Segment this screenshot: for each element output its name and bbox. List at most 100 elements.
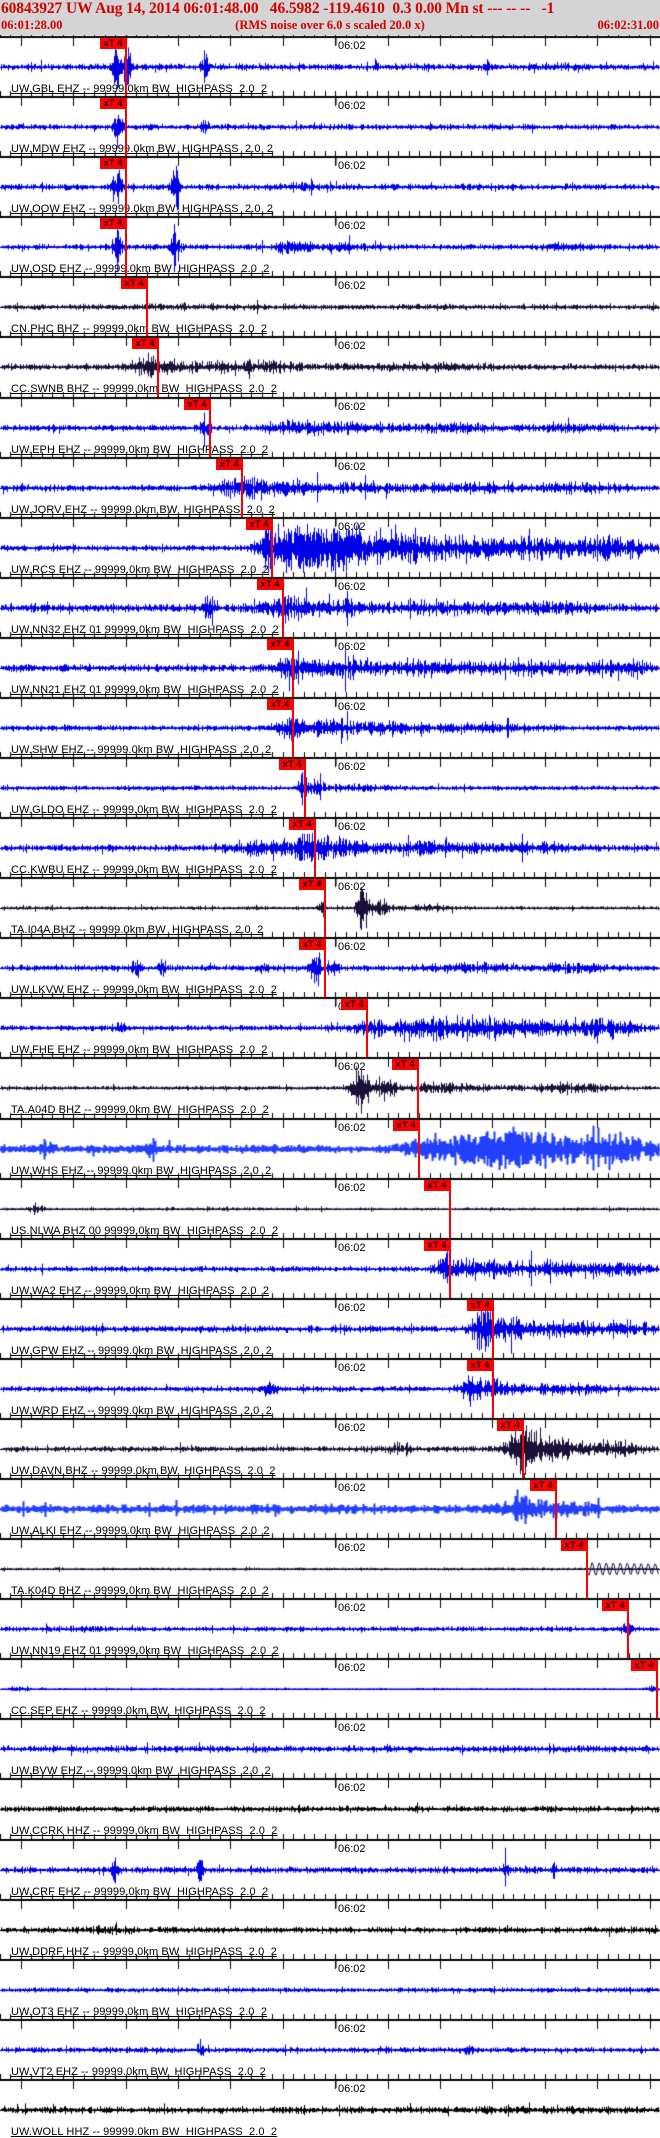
station-label: UW.DDRF HHZ -- 99999.0km BW HIGHPASS 2.0…: [11, 1946, 277, 1958]
pick-marker[interactable]: xT 4: [561, 1540, 587, 1551]
minute-tick-label: 06:02: [338, 1422, 366, 1434]
minute-tick-label: 06:02: [338, 881, 366, 893]
pick-marker[interactable]: xT 4: [341, 999, 367, 1010]
pick-marker[interactable]: xT 4: [299, 879, 325, 890]
pick-marker[interactable]: xT 4: [279, 759, 305, 770]
minute-tick-label: 06:02: [338, 1782, 366, 1794]
pick-line: [292, 639, 294, 697]
pick-line: [324, 879, 326, 937]
minute-tick-label: 06:02: [338, 941, 366, 953]
pick-marker[interactable]: xT 4: [184, 399, 210, 410]
pick-marker[interactable]: xT 4: [392, 1059, 418, 1070]
minute-tick-label: 06:02: [338, 340, 366, 352]
minute-tick-label: 06:02: [338, 1362, 366, 1374]
station-label: UW.JORV EHZ -- 99999.0km BW HIGHPASS 2.0…: [11, 504, 275, 516]
station-label: CC.SEP EHZ -- 99999.0km BW HIGHPASS 2.0 …: [11, 1705, 266, 1717]
pick-marker[interactable]: xT 4: [393, 1120, 419, 1131]
pick-line: [282, 579, 284, 637]
pick-marker[interactable]: xT 4: [132, 338, 158, 349]
pick-marker[interactable]: xT 4: [530, 1480, 556, 1491]
pick-line: [656, 1660, 658, 1718]
pick-marker[interactable]: xT 4: [246, 519, 272, 530]
minute-tick-label: 06:02: [338, 1482, 366, 1494]
station-label: UW.GLDO EHZ -- 99999.0km BW HIGHPASS 2.0…: [11, 804, 277, 816]
pick-line: [157, 338, 159, 397]
pick-marker[interactable]: xT 4: [631, 1660, 657, 1671]
minute-tick-label: 06:02: [338, 821, 366, 833]
station-label: UW.WRD EHZ -- 99999.0km BW HIGHPASS 2.0 …: [11, 1405, 272, 1417]
event-summary-line: 60843927 UW Aug 14, 2014 06:01:48.00 46.…: [1, 0, 555, 17]
minute-tick-label: 06:02: [338, 220, 366, 232]
station-label: UW.OT3 EHZ -- 99999.0km BW HIGHPASS 2.0 …: [11, 2006, 268, 2018]
minute-tick-label: 06:02: [338, 1963, 366, 1975]
pick-line: [125, 98, 127, 156]
pick-line: [627, 1600, 629, 1658]
station-label: UW.SHW EHZ -- 99999.0km BW HIGHPASS 2.0 …: [11, 744, 272, 756]
minute-tick-label: 06:02: [338, 1843, 366, 1855]
pick-line: [209, 399, 211, 457]
station-label: UW.OOW EHZ -- 99999.0km BW HIGHPASS 2.0 …: [11, 203, 274, 215]
station-label: UW.CRF EHZ -- 99999.0km BW HIGHPASS 2.0 …: [11, 1886, 269, 1898]
pick-marker[interactable]: xT 4: [467, 1360, 493, 1371]
pick-line: [492, 1360, 494, 1418]
minute-tick-label: 06:02: [338, 2023, 366, 2035]
pick-marker[interactable]: xT 4: [467, 1300, 493, 1311]
minute-tick-label: 06:02: [338, 1662, 366, 1674]
minute-tick-label: 06:02: [338, 1122, 366, 1134]
minute-tick-label: 06:02: [338, 1542, 366, 1554]
minute-tick-label: 06:02: [338, 160, 366, 172]
pick-marker[interactable]: xT 4: [100, 218, 126, 229]
station-label: TA.A04D BHZ -- 99999.0km BW HIGHPASS 2.0…: [11, 1104, 269, 1116]
minute-tick-label: 06:02: [338, 2083, 366, 2095]
pick-marker[interactable]: xT 4: [267, 639, 293, 650]
pick-line: [522, 1420, 524, 1478]
minute-tick-label: 06:02: [338, 1722, 366, 1734]
pick-line: [241, 459, 243, 517]
pick-line: [492, 1300, 494, 1358]
pick-line: [125, 218, 127, 276]
station-label: TA.K04D BHZ -- 99999.0km BW HIGHPASS 2.0…: [11, 1585, 269, 1597]
minute-tick-label: 06:02: [338, 1242, 366, 1254]
station-label: UW.EPH EHZ -- 99999.0km BW HIGHPASS 2.0 …: [11, 444, 269, 456]
pick-line: [314, 819, 316, 877]
pick-line: [449, 1180, 451, 1238]
minute-tick-label: 06:02: [338, 701, 366, 713]
station-label: UW.WOLL HHZ -- 99999.0km BW HIGHPASS 2.0…: [11, 2126, 278, 2138]
station-label: UW.CCRK HHZ -- 99999.0km BW HIGHPASS 2.0…: [11, 1825, 278, 1837]
pick-marker[interactable]: xT 4: [267, 699, 293, 710]
station-label: UW.DAVN BHZ -- 99999.0km BW HIGHPASS 2.0…: [11, 1465, 276, 1477]
pick-marker[interactable]: xT 4: [497, 1420, 523, 1431]
minute-tick-label: 06:02: [338, 40, 366, 52]
pick-marker[interactable]: xT 4: [100, 158, 126, 169]
pick-marker[interactable]: xT 4: [424, 1180, 450, 1191]
pick-line: [418, 1120, 420, 1178]
minute-tick-label: 06:02: [338, 1602, 366, 1614]
event-header: 60843927 UW Aug 14, 2014 06:01:48.00 46.…: [0, 0, 660, 35]
pick-line: [586, 1540, 588, 1598]
pick-marker[interactable]: xT 4: [100, 98, 126, 109]
station-label: UW.WHS EHZ -- 99999.0km BW HIGHPASS 2.0 …: [11, 1165, 272, 1177]
minute-tick-label: 06:02: [338, 761, 366, 773]
pick-marker[interactable]: xT 4: [602, 1600, 628, 1611]
minute-tick-label: 06:02: [338, 1182, 366, 1194]
station-label: CC.KWBU EHZ -- 99999.0km BW HIGHPASS 2.0…: [11, 864, 277, 876]
station-label: CN.PHC BHZ -- 99999.0km BW HIGHPASS 2.0 …: [11, 323, 268, 335]
pick-marker[interactable]: xT 4: [424, 1240, 450, 1251]
station-label: UW.WA2 EHZ -- 99999.0km BW HIGHPASS 2.0 …: [11, 1285, 270, 1297]
pick-line: [292, 699, 294, 757]
pick-line: [146, 278, 148, 336]
minute-tick-label: 06:02: [338, 100, 366, 112]
pick-marker[interactable]: xT 4: [100, 38, 126, 49]
pick-line: [125, 38, 127, 96]
pick-line: [125, 158, 127, 216]
pick-marker[interactable]: xT 4: [289, 819, 315, 830]
pick-line: [324, 939, 326, 997]
pick-marker[interactable]: xT 4: [299, 939, 325, 950]
pick-marker[interactable]: xT 4: [121, 278, 147, 289]
pick-marker[interactable]: xT 4: [216, 459, 242, 470]
minute-tick-label: 06:02: [338, 581, 366, 593]
pick-line: [449, 1240, 451, 1298]
pick-marker[interactable]: xT 4: [257, 579, 283, 590]
minute-tick-label: 06:02: [338, 461, 366, 473]
